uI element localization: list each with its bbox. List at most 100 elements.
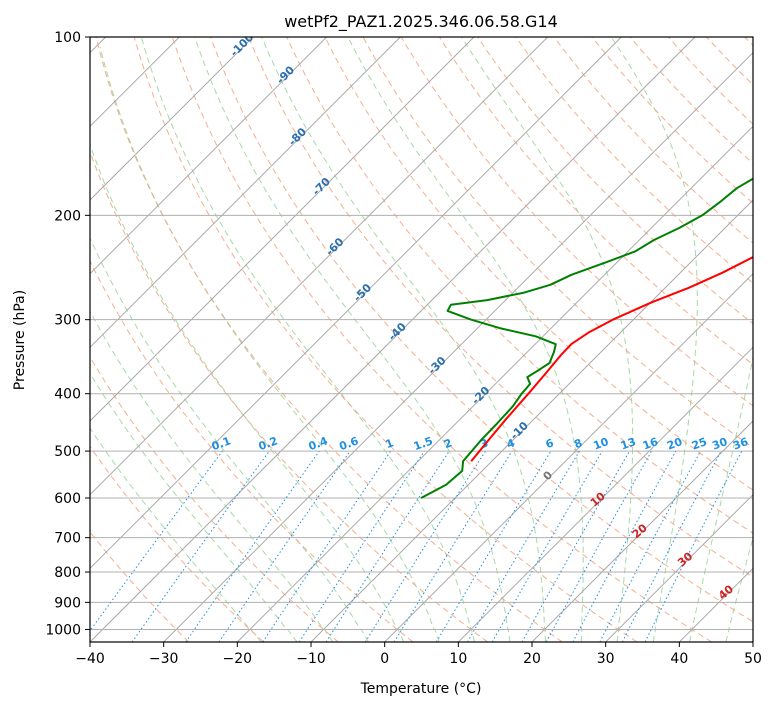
x-tick-label: −40 <box>75 651 105 667</box>
isotherm-line <box>531 420 753 642</box>
moist-adiabat-line <box>90 310 334 642</box>
x-tick-label: 40 <box>670 651 688 667</box>
dry-adiabats <box>90 37 753 642</box>
dry-adiabat-line <box>248 37 753 578</box>
moist-adiabat-line <box>689 355 753 642</box>
plot-frame <box>89 36 754 643</box>
mixing-ratio-line <box>131 450 270 642</box>
moist-adiabat-line <box>140 37 475 642</box>
mixing-ratio-label: 0.4 <box>307 434 330 453</box>
mixing-ratio-line <box>298 450 425 642</box>
mixing-ratio-line <box>262 450 392 642</box>
dry-adiabat-line <box>324 37 753 491</box>
moist-adiabat-line <box>90 427 262 642</box>
isotherm-line <box>90 37 254 201</box>
isotherm-line <box>90 37 328 275</box>
x-tick-label: −20 <box>223 651 253 667</box>
x-axis: −40 −30 −20 −10 0 10 20 30 40 50 <box>75 642 762 667</box>
x-tick-label: −10 <box>296 651 326 667</box>
dry-adiabat-line <box>90 356 339 642</box>
moist-adiabat-line <box>90 142 405 642</box>
mixing-ratio-label: 36 <box>731 435 750 453</box>
x-axis-label: Temperature (°C) <box>360 681 482 697</box>
isotherm-line <box>90 37 696 642</box>
mixing-ratio-label: 13 <box>619 435 638 452</box>
mixing-ratio-line <box>545 450 653 642</box>
moist-adiabat-line <box>261 37 546 642</box>
y-tick-label: 900 <box>54 595 81 611</box>
mixing-ratio-label: 8 <box>572 436 584 451</box>
dry-adiabat-line <box>133 37 638 642</box>
y-tick-label: 500 <box>54 444 81 460</box>
dry-adiabat-line <box>95 37 563 642</box>
moist-adiabat-line <box>194 37 511 642</box>
mixing-ratio-label: 2 <box>442 436 454 451</box>
x-tick-label: 10 <box>449 651 467 667</box>
isotherm-line <box>236 125 753 642</box>
y-tick-label: 100 <box>54 30 81 46</box>
moist-adiabat-line <box>725 536 753 642</box>
x-tick-label: 0 <box>380 651 389 667</box>
moist-adiabat-line <box>347 37 584 642</box>
mixing-ratio-label: 4 <box>505 436 517 451</box>
y-tick-label: 700 <box>54 531 81 547</box>
y-axis-label: Pressure (hPa) <box>12 290 28 390</box>
y-tick-label: 400 <box>54 387 81 403</box>
x-tick-label: 30 <box>597 651 615 667</box>
isotherms <box>90 37 753 642</box>
isotherm-line <box>90 37 622 570</box>
mixing-ratio-line <box>572 450 677 642</box>
dry-adiabat-line <box>515 37 753 284</box>
mixing-ratio-label: 16 <box>641 435 660 453</box>
mixing-ratio-label: 25 <box>690 435 709 452</box>
mixing-ratio-line <box>325 450 450 642</box>
isotherm-line <box>457 346 753 642</box>
y-axis: 1000 900 800 700 600 500 400 300 200 100 <box>45 30 90 638</box>
chart-title: wetPf2_PAZ1.2025.346.06.58.G14 <box>284 12 558 32</box>
y-tick-label: 200 <box>54 208 81 224</box>
mixing-ratio-line <box>521 450 630 642</box>
dry-adiabat-line <box>210 37 753 623</box>
isotherm-line <box>163 51 753 642</box>
isotherm-line <box>605 493 753 642</box>
dry-adiabat-line <box>286 37 753 534</box>
isotherm-line <box>384 272 753 642</box>
mixing-ratio-lines <box>90 450 743 642</box>
mixing-ratio-label: 0.1 <box>210 434 233 453</box>
plot-area: 0.1 0.2 0.4 0.6 1 1.5 2 3 4 6 8 10 13 16 20 25 30 36-100-… <box>90 37 753 642</box>
mixing-ratio-line <box>90 450 223 632</box>
moist-adiabat-line <box>461 37 634 642</box>
isotherm-line <box>90 37 401 349</box>
mixing-ratio-line <box>393 450 513 642</box>
dry-adiabat-line <box>90 259 414 642</box>
mixing-ratio-label: 6 <box>544 436 556 451</box>
moist-adiabat-line <box>610 37 698 642</box>
mixing-ratio-label: 1 <box>384 436 396 451</box>
x-tick-label: 50 <box>744 651 762 667</box>
isotherm-line <box>90 37 475 422</box>
mixing-ratio-line <box>644 450 743 642</box>
y-tick-label: 300 <box>54 313 81 329</box>
mixing-ratio-label: 30 <box>710 435 729 453</box>
x-tick-label: −30 <box>149 651 179 667</box>
dewpoint-profile-line <box>420 177 753 499</box>
dry-adiabat-line <box>90 445 264 642</box>
temperature-profile-line <box>470 255 753 462</box>
mixing-ratio-line <box>218 450 351 642</box>
mixing-ratio-label: 20 <box>665 435 684 453</box>
y-tick-label: 600 <box>54 491 81 507</box>
moist-adiabats <box>90 37 753 642</box>
isotherm-line <box>310 199 753 642</box>
mixing-ratio-label: 1.5 <box>412 434 435 453</box>
moist-adiabat-line <box>90 236 369 642</box>
y-tick-label: 1000 <box>45 622 81 638</box>
moist-adiabat-line <box>90 372 298 642</box>
y-tick-label: 800 <box>54 565 81 581</box>
dry-adiabat-line <box>171 37 712 642</box>
mixing-ratio-line <box>185 450 320 642</box>
isotherm-line <box>90 37 549 496</box>
mixing-ratio-label: 10 <box>592 435 611 453</box>
mixing-ratio-label: 0.2 <box>257 434 280 453</box>
profiles <box>420 177 753 499</box>
